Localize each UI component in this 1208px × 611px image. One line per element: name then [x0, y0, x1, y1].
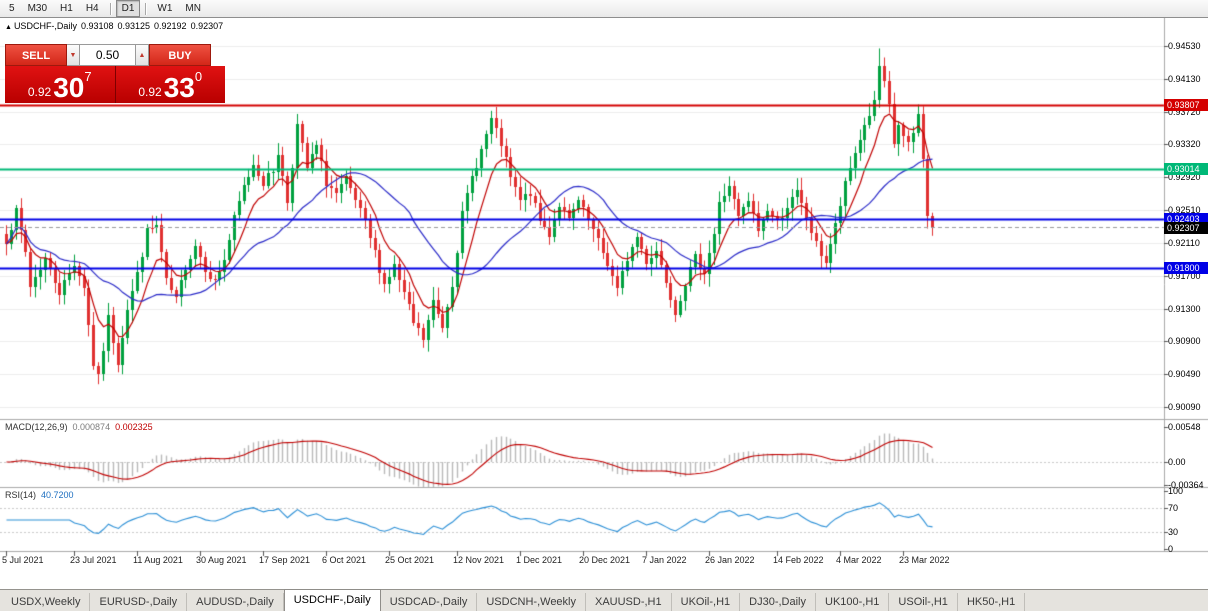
- chart-window: ▲ USDCHF-,Daily 0.93108 0.93125 0.92192 0.923…: [0, 18, 1208, 589]
- date-axis-label: 17 Sep 2021: [259, 555, 311, 565]
- chart-tab-uk100-h1[interactable]: UK100-,H1: [816, 593, 890, 611]
- chevron-up-icon: ▲: [138, 51, 146, 59]
- date-axis-label: 1 Dec 2021: [516, 555, 563, 565]
- timeframe-button-h1[interactable]: H1: [60, 3, 73, 14]
- price-axis-tick: 0.92510: [1168, 205, 1201, 216]
- volume-input[interactable]: [80, 44, 136, 66]
- toolbar-separator: [145, 2, 148, 15]
- price-axis-tick: 0.90090: [1168, 401, 1201, 412]
- timeframe-toolbar: 5 M30 H1 H4 D1 W1 MN: [0, 0, 1208, 18]
- chart-tab-xauusd-h1[interactable]: XAUUSD-,H1: [586, 593, 672, 611]
- chart-tab-hk50-h1[interactable]: HK50-,H1: [958, 593, 1026, 611]
- date-axis-label: 26 Jan 2022: [705, 555, 755, 565]
- buy-price-pip: 0: [194, 69, 203, 84]
- price-axis-tick: 0.93720: [1168, 106, 1201, 117]
- date-axis-label: 4 Mar 2022: [836, 555, 882, 565]
- date-axis-label: 25 Oct 2021: [385, 555, 435, 565]
- sell-price-main: 30: [53, 72, 85, 104]
- timeframe-button-mn[interactable]: MN: [185, 3, 201, 14]
- chart-tab-dj30-daily[interactable]: DJ30-,Daily: [740, 593, 816, 611]
- chart-high-value: 0.93125: [117, 21, 151, 31]
- chart-tab-ukoil-h1[interactable]: UKOil-,H1: [672, 593, 741, 611]
- timeframe-button-d1[interactable]: D1: [115, 0, 141, 17]
- chart-tab-bar: USDX,Weekly EURUSD-,Daily AUDUSD-,Daily USD…: [0, 589, 1208, 611]
- sell-price-prefix: 0.92: [27, 85, 52, 99]
- macd-signal-value: 0.002325: [115, 422, 153, 432]
- chart-tab-usdcad-daily[interactable]: USDCAD-,Daily: [381, 593, 478, 611]
- price-axis-tick: 0.94130: [1168, 73, 1201, 84]
- date-axis-label: 12 Nov 2021: [453, 555, 505, 565]
- chevron-down-icon: ▼: [69, 51, 77, 59]
- date-axis-label: 30 Aug 2021: [196, 555, 247, 565]
- timeframe-button-h4[interactable]: H4: [85, 3, 99, 14]
- buy-price-main: 33: [163, 72, 195, 104]
- price-chart-canvas[interactable]: [0, 18, 1208, 589]
- macd-axis-tick: 0.00548: [1168, 421, 1201, 432]
- date-axis-label: 23 Jul 2021: [70, 555, 117, 565]
- macd-name: MACD(12,26,9): [5, 422, 68, 432]
- trade-quotes-row: 0.92 30 7 0.92 33 0: [5, 66, 225, 103]
- timeframe-button-w1[interactable]: W1: [157, 3, 173, 14]
- date-axis-label: 23 Mar 2022: [899, 555, 950, 565]
- chart-tab-eurusd-daily[interactable]: EURUSD-,Daily: [90, 593, 188, 611]
- chart-tab-usdcnh-weekly[interactable]: USDCNH-,Weekly: [477, 593, 586, 611]
- date-axis-label: 7 Jan 2022: [642, 555, 687, 565]
- macd-indicator-label: MACD(12,26,9) 0.000874 0.002325: [5, 422, 153, 432]
- date-axis-label: 5 Jul 2021: [2, 555, 44, 565]
- macd-axis-tick: 0.00: [1168, 457, 1186, 467]
- chart-tab-usdchf-daily[interactable]: USDCHF-,Daily: [283, 589, 381, 611]
- toolbar-separator: [109, 2, 112, 15]
- rsi-axis-tick: 0: [1168, 544, 1174, 554]
- level-line-green-badge: 0.93014: [1164, 163, 1208, 176]
- date-axis-label: 11 Aug 2021: [133, 555, 183, 565]
- buy-price-prefix: 0.92: [138, 85, 162, 99]
- rsi-axis-tick: 70: [1168, 503, 1179, 514]
- date-axis-label: 20 Dec 2021: [579, 555, 631, 565]
- chart-tab-audusd-daily[interactable]: AUDUSD-,Daily: [187, 593, 284, 611]
- level-line-blue-lower-badge: 0.91800: [1164, 261, 1208, 274]
- chart-symbol-label: USDCHF-,Daily: [13, 21, 77, 31]
- price-axis-tick: 0.92110: [1168, 237, 1200, 248]
- chart-open-value: 0.93108: [80, 21, 114, 31]
- current-price-badge: 0.92307: [1164, 221, 1208, 234]
- rsi-axis-tick: 100: [1168, 486, 1184, 496]
- price-axis-tick: 0.91700: [1168, 271, 1201, 282]
- date-axis-label: 6 Oct 2021: [322, 555, 367, 565]
- price-axis-tick: 0.90900: [1168, 336, 1201, 347]
- chart-header: ▲ USDCHF-,Daily 0.93108 0.93125 0.92192 0.923…: [5, 21, 227, 31]
- buy-price-display[interactable]: 0.92 33 0: [115, 66, 225, 104]
- volume-increase-button[interactable]: ▲: [136, 44, 149, 66]
- timeframe-button-m30[interactable]: M30: [27, 3, 48, 14]
- timeframe-button-5[interactable]: 5: [9, 3, 15, 14]
- buy-button[interactable]: BUY: [149, 44, 211, 66]
- chart-expand-icon[interactable]: ▲: [5, 24, 12, 31]
- rsi-name: RSI(14): [5, 490, 37, 500]
- price-axis-tick: 0.93320: [1168, 139, 1201, 150]
- price-axis-tick: 0.94530: [1168, 41, 1201, 51]
- rsi-axis-tick: 30: [1168, 526, 1179, 537]
- volume-decrease-button[interactable]: ▼: [67, 44, 80, 66]
- date-axis-label: 14 Feb 2022: [773, 555, 824, 565]
- chart-tab-usoil-h1[interactable]: USOil-,H1: [889, 593, 958, 611]
- price-axis-tick: 0.91300: [1168, 303, 1201, 314]
- one-click-trading-panel: SELL ▼ ▲ BUY 0.92 30 7 0.92 33 0: [5, 44, 225, 103]
- chart-low-value: 0.92192: [154, 21, 187, 31]
- chart-close-value: 0.92307: [190, 21, 224, 31]
- trade-controls-row: SELL ▼ ▲ BUY: [5, 44, 225, 66]
- sell-price-display[interactable]: 0.92 30 7: [5, 66, 116, 103]
- rsi-value: 40.7200: [41, 490, 74, 500]
- macd-axis-tick: -0.00364: [1168, 480, 1204, 491]
- sell-button[interactable]: SELL: [5, 44, 67, 66]
- price-axis-tick: 0.92920: [1168, 171, 1201, 182]
- price-axis-tick: 0.90490: [1168, 369, 1201, 380]
- macd-main-value: 0.000874: [72, 422, 111, 432]
- sell-price-pip: 7: [84, 69, 92, 84]
- rsi-indicator-label: RSI(14) 40.7200: [5, 490, 74, 500]
- resistance-line-red-badge: 0.93807: [1164, 98, 1208, 111]
- chart-tab-usdx-weekly[interactable]: USDX,Weekly: [2, 593, 91, 611]
